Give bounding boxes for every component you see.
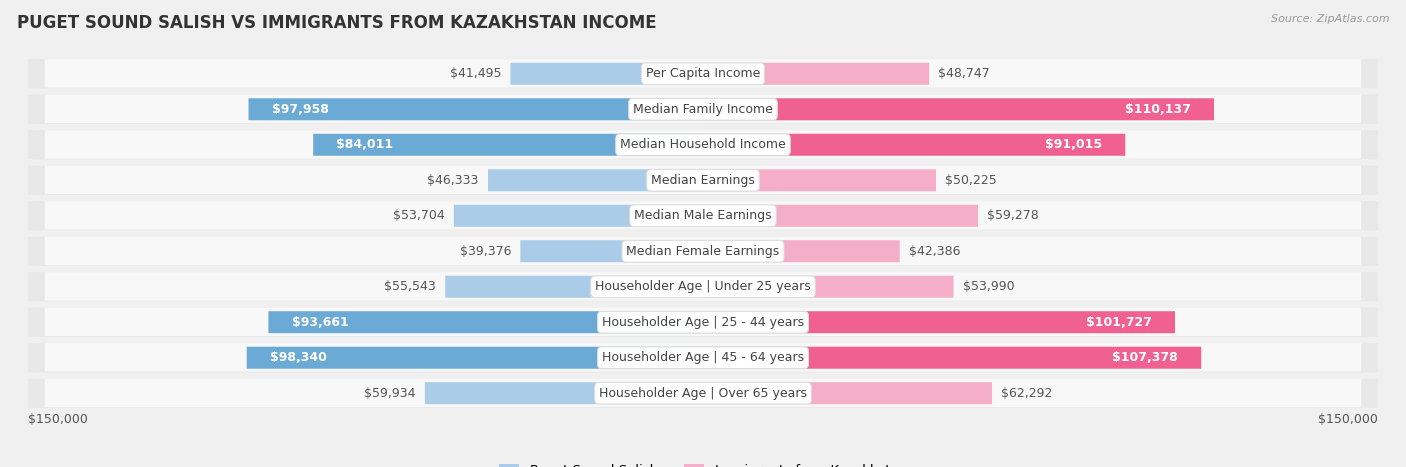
FancyBboxPatch shape [703,347,1201,369]
FancyBboxPatch shape [28,95,1378,124]
Text: $42,386: $42,386 [908,245,960,258]
FancyBboxPatch shape [45,95,1361,123]
Text: $53,990: $53,990 [963,280,1014,293]
Text: Per Capita Income: Per Capita Income [645,67,761,80]
Text: $110,137: $110,137 [1125,103,1191,116]
FancyBboxPatch shape [28,201,1378,230]
Text: $62,292: $62,292 [1001,387,1053,400]
Text: Median Female Earnings: Median Female Earnings [627,245,779,258]
FancyBboxPatch shape [703,205,979,227]
FancyBboxPatch shape [703,240,900,262]
FancyBboxPatch shape [703,382,993,404]
Text: Median Household Income: Median Household Income [620,138,786,151]
Text: $53,704: $53,704 [392,209,444,222]
FancyBboxPatch shape [45,130,1361,159]
Text: Source: ZipAtlas.com: Source: ZipAtlas.com [1271,14,1389,24]
Legend: Puget Sound Salish, Immigrants from Kazakhstan: Puget Sound Salish, Immigrants from Kaza… [494,459,912,467]
Text: Median Male Earnings: Median Male Earnings [634,209,772,222]
FancyBboxPatch shape [269,311,703,333]
FancyBboxPatch shape [45,201,1361,230]
Text: Householder Age | 25 - 44 years: Householder Age | 25 - 44 years [602,316,804,329]
Text: $97,958: $97,958 [271,103,329,116]
Text: Householder Age | Under 25 years: Householder Age | Under 25 years [595,280,811,293]
Text: $59,934: $59,934 [364,387,416,400]
Text: $101,727: $101,727 [1085,316,1152,329]
Text: PUGET SOUND SALISH VS IMMIGRANTS FROM KAZAKHSTAN INCOME: PUGET SOUND SALISH VS IMMIGRANTS FROM KA… [17,14,657,32]
Text: Median Earnings: Median Earnings [651,174,755,187]
FancyBboxPatch shape [45,379,1361,407]
FancyBboxPatch shape [454,205,703,227]
Text: $91,015: $91,015 [1045,138,1102,151]
Text: $50,225: $50,225 [945,174,997,187]
Text: Median Family Income: Median Family Income [633,103,773,116]
FancyBboxPatch shape [28,59,1378,88]
FancyBboxPatch shape [28,379,1378,408]
FancyBboxPatch shape [28,237,1378,266]
Text: $150,000: $150,000 [1319,413,1378,426]
FancyBboxPatch shape [45,166,1361,194]
Text: $46,333: $46,333 [427,174,479,187]
FancyBboxPatch shape [703,63,929,85]
Text: Householder Age | Over 65 years: Householder Age | Over 65 years [599,387,807,400]
FancyBboxPatch shape [703,134,1125,156]
Text: $84,011: $84,011 [336,138,394,151]
Text: $55,543: $55,543 [384,280,436,293]
Text: Householder Age | 45 - 64 years: Householder Age | 45 - 64 years [602,351,804,364]
FancyBboxPatch shape [28,166,1378,195]
FancyBboxPatch shape [520,240,703,262]
FancyBboxPatch shape [510,63,703,85]
FancyBboxPatch shape [703,98,1213,120]
FancyBboxPatch shape [703,276,953,298]
FancyBboxPatch shape [249,98,703,120]
FancyBboxPatch shape [246,347,703,369]
FancyBboxPatch shape [314,134,703,156]
Text: $48,747: $48,747 [938,67,990,80]
FancyBboxPatch shape [28,130,1378,159]
Text: $107,378: $107,378 [1112,351,1178,364]
Text: $39,376: $39,376 [460,245,510,258]
FancyBboxPatch shape [45,308,1361,336]
FancyBboxPatch shape [28,343,1378,372]
FancyBboxPatch shape [45,272,1361,301]
FancyBboxPatch shape [28,308,1378,337]
FancyBboxPatch shape [703,169,936,191]
Text: $98,340: $98,340 [270,351,326,364]
Text: $59,278: $59,278 [987,209,1039,222]
FancyBboxPatch shape [425,382,703,404]
Text: $41,495: $41,495 [450,67,501,80]
Text: $93,661: $93,661 [291,316,349,329]
FancyBboxPatch shape [45,237,1361,265]
FancyBboxPatch shape [45,59,1361,88]
FancyBboxPatch shape [703,311,1175,333]
FancyBboxPatch shape [28,272,1378,301]
FancyBboxPatch shape [45,343,1361,372]
FancyBboxPatch shape [488,169,703,191]
Text: $150,000: $150,000 [28,413,87,426]
FancyBboxPatch shape [446,276,703,298]
